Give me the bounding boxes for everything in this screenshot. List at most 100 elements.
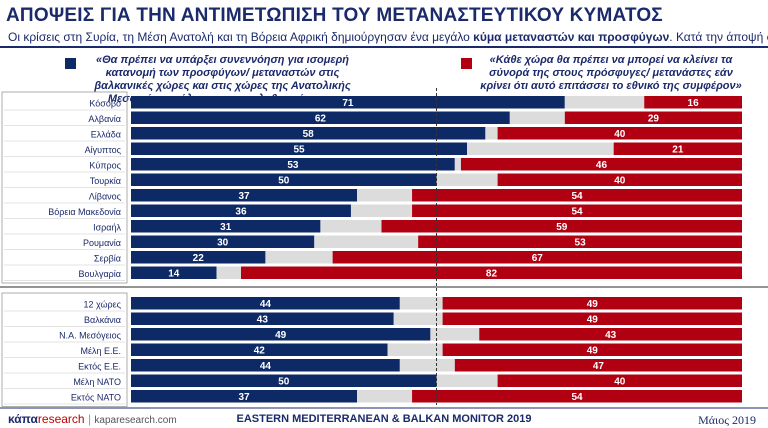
subtitle-bold-text: κύμα μεταναστών και προσφύγων [473,30,670,44]
legend-swatch-red [461,58,472,69]
row-label: Ισραήλ [93,223,121,233]
legend-swatch-blue [65,58,76,69]
survey-date: Μάιος 2019 [698,413,756,427]
bar-no-answer [350,204,413,217]
bar-agree [131,111,510,124]
value-label-close-borders: 82 [486,269,498,280]
bar-close-borders [644,96,742,109]
row-label: Τουρκία [90,176,121,186]
row-label: Εκτός Ε.Ε. [78,362,121,372]
label-frame [1,292,128,407]
survey-name: EASTERN MEDITERRANEAN & BALKAN MONITOR 2… [236,413,532,425]
bar-agree [131,312,394,325]
value-label-close-borders: 54 [571,392,583,403]
row-label: Βόρεια Μακεδονία [48,207,121,217]
value-label-agree: 37 [238,191,250,202]
bar-agree [131,266,217,279]
bar-close-borders [381,220,742,233]
bar-agree [131,328,431,341]
chart-subtitle: Οι κρίσεις στη Συρία, τη Μέση Ανατολή κα… [8,30,768,44]
value-label-agree: 62 [315,114,327,125]
row-label: Μέλη ΝΑΤΟ [73,377,121,387]
bar-no-answer [454,158,461,171]
value-label-agree: 36 [235,207,247,218]
value-label-close-borders: 59 [556,222,568,233]
value-label-close-borders: 49 [587,315,599,326]
bar-close-borders [418,235,742,248]
bar-no-answer [485,127,498,140]
bar-no-answer [357,390,413,403]
bar-close-borders [454,359,742,372]
value-label-close-borders: 47 [593,361,605,372]
bar-no-answer [216,266,241,279]
bar-no-answer [436,374,498,387]
bar-no-answer [436,173,498,186]
value-label-close-borders: 49 [587,299,599,310]
legend-text-red: «Κάθε χώρα θα πρέπει να μπορεί να κλείνε… [480,54,742,92]
row-label: Βαλκάνια [84,315,121,325]
row-label: Μέλη Ε.Ε. [80,346,121,356]
bar-close-borders [497,127,742,140]
value-label-agree: 31 [220,222,232,233]
bar-close-borders [497,374,742,387]
bar-close-borders [240,266,743,279]
bar-agree [131,235,315,248]
bar-close-borders [564,111,742,124]
row-label: Ν.Α. Μεσόγειος [59,331,122,341]
bar-agree [131,189,358,202]
row-label: Κύπρος [89,161,121,171]
brand-name-part2: research [37,412,85,426]
subtitle-end-text: . Κατά την άποψή σας; [669,30,768,44]
bar-close-borders [442,297,742,310]
value-label-close-borders: 40 [614,129,626,140]
bar-no-answer [564,96,645,109]
brand-name-part1: κάπα [8,412,38,426]
value-label-close-borders: 46 [596,160,608,171]
value-label-agree: 44 [260,361,272,372]
value-label-agree: 37 [238,392,250,403]
bar-no-answer [467,142,614,155]
bar-close-borders [442,343,742,356]
row-label: Βουλγαρία [79,269,121,279]
bar-agree [131,359,400,372]
value-label-agree: 49 [275,330,287,341]
value-label-close-borders: 53 [575,238,587,249]
row-label: Σερβία [94,254,121,264]
bar-agree [131,96,565,109]
bar-agree [131,204,351,217]
bar-agree [131,374,437,387]
chart-title: ΑΠΟΨΕΙΣ ΓΙΑ ΤΗΝ ΑΝΤΙΜΕΤΩΠΙΣΗ ΤΟΥ ΜΕΤΑΝΑΣ… [6,5,663,26]
value-label-close-borders: 29 [648,114,660,125]
bar-no-answer [393,312,443,325]
value-label-agree: 50 [278,377,290,388]
bar-no-answer [320,220,382,233]
bar-no-answer [399,359,455,372]
subtitle-text: Οι κρίσεις στη Συρία, τη Μέση Ανατολή κα… [8,30,474,44]
bar-close-borders [412,390,742,403]
brand-logo: κάπαresearch | kaparesearch.com [8,412,177,426]
brand-url: kaparesearch.com [94,415,177,426]
row-label: Ρουμανία [83,238,121,248]
value-label-agree: 22 [193,253,205,264]
row-label: 12 χώρες [84,300,122,310]
row-label: Λίβανος [89,192,122,202]
value-label-close-borders: 49 [587,346,599,357]
bar-close-borders [412,204,742,217]
value-label-agree: 42 [254,346,266,357]
bar-agree [131,390,358,403]
value-label-close-borders: 43 [605,330,617,341]
value-label-agree: 43 [257,315,269,326]
bar-close-borders [332,251,742,264]
value-label-agree: 71 [342,98,354,109]
bar-agree [131,220,321,233]
bar-agree [131,251,266,264]
bar-agree [131,297,400,310]
value-label-close-borders: 67 [532,253,544,264]
value-label-close-borders: 40 [614,176,626,187]
bar-agree [131,127,486,140]
value-label-close-borders: 54 [571,207,583,218]
bar-close-borders [412,189,742,202]
row-label: Εκτός ΝΑΤΟ [71,393,121,403]
value-label-close-borders: 54 [571,191,583,202]
